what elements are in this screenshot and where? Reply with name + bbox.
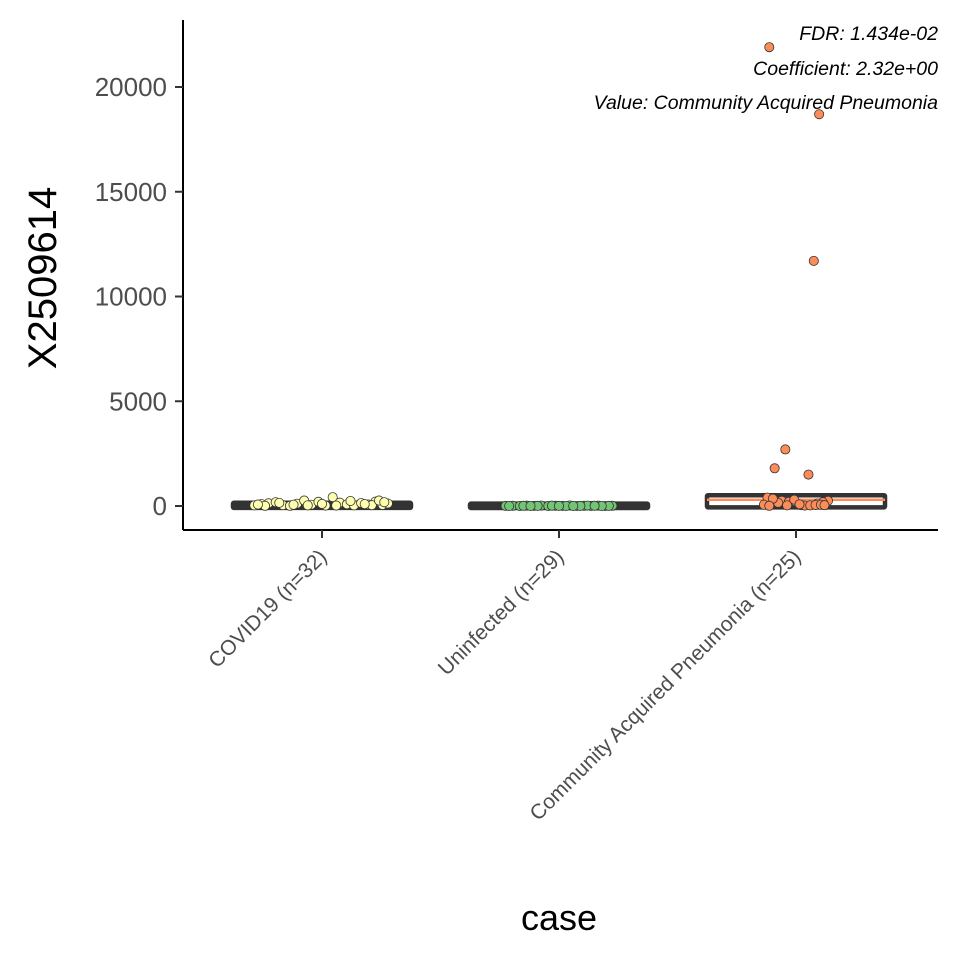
data-point bbox=[302, 500, 313, 511]
data-point bbox=[345, 495, 356, 506]
data-point bbox=[764, 500, 775, 511]
data-point bbox=[782, 500, 793, 511]
y-tick-label: 5000 bbox=[109, 386, 167, 416]
annotation-coefficient: Coefficient: 2.32e+00 bbox=[753, 58, 938, 80]
y-axis-title: X2509614 bbox=[21, 187, 65, 369]
data-point bbox=[331, 500, 342, 511]
data-point bbox=[808, 255, 819, 266]
data-point bbox=[819, 500, 830, 511]
annotation-value: Value: Community Acquired Pneumonia bbox=[594, 92, 938, 114]
data-point bbox=[316, 498, 327, 509]
data-point bbox=[589, 500, 600, 511]
x-tick-label: COVID19 (n=32) bbox=[204, 545, 331, 672]
annotation-fdr: FDR: 1.434e-02 bbox=[799, 23, 938, 45]
data-point bbox=[769, 463, 780, 474]
y-tick-label: 15000 bbox=[95, 177, 167, 207]
data-point bbox=[288, 499, 299, 510]
data-point bbox=[359, 499, 370, 510]
data-point bbox=[764, 42, 775, 53]
data-point bbox=[780, 444, 791, 455]
data-point bbox=[794, 499, 805, 510]
data-point bbox=[252, 499, 263, 510]
y-tick-label: 0 bbox=[153, 491, 167, 521]
data-point bbox=[554, 500, 565, 511]
data-point bbox=[504, 500, 515, 511]
y-tick-label: 10000 bbox=[95, 282, 167, 312]
x-tick-label: Uninfected (n=29) bbox=[434, 545, 569, 680]
y-tick-label: 20000 bbox=[95, 72, 167, 102]
data-point bbox=[525, 500, 536, 511]
x-axis-title: case bbox=[521, 897, 597, 938]
data-point bbox=[274, 497, 285, 508]
data-point bbox=[327, 492, 338, 503]
data-point bbox=[803, 469, 814, 480]
data-point bbox=[814, 109, 825, 120]
x-tick-label: Community Acquired Pneumonia (n=25) bbox=[526, 545, 806, 825]
data-point bbox=[379, 497, 390, 508]
data-point bbox=[568, 500, 579, 511]
